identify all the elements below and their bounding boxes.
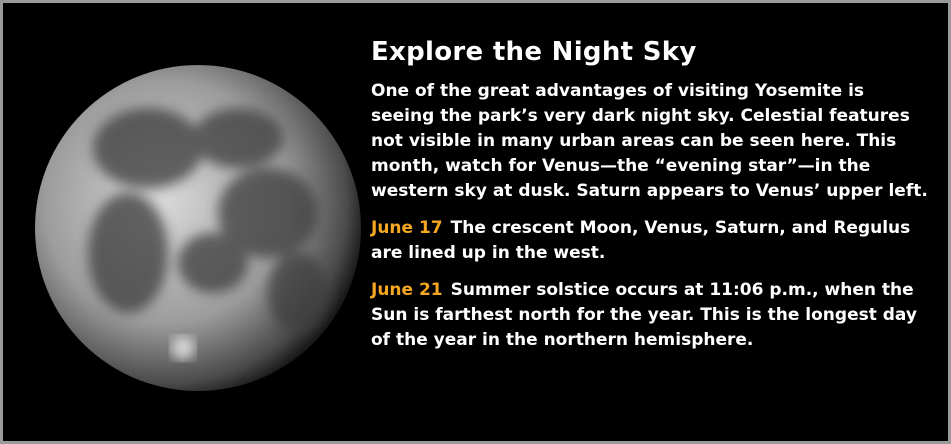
intro: One of the great advantages of visiting … (371, 79, 931, 204)
text-column: Explore the Night Sky One of the great a… (371, 37, 931, 365)
title: Explore the Night Sky (371, 37, 931, 67)
page: Explore the Night Sky One of the great a… (0, 0, 951, 444)
panel: Explore the Night Sky One of the great a… (0, 0, 951, 444)
event-date: June 17 (371, 218, 443, 238)
moon-image (33, 53, 363, 403)
event-text: The crescent Moon, Venus, Saturn, and Re… (371, 218, 910, 263)
event-date: June 21 (371, 280, 443, 300)
event-text: Summer solstice occurs at 11:06 p.m., wh… (371, 280, 917, 350)
